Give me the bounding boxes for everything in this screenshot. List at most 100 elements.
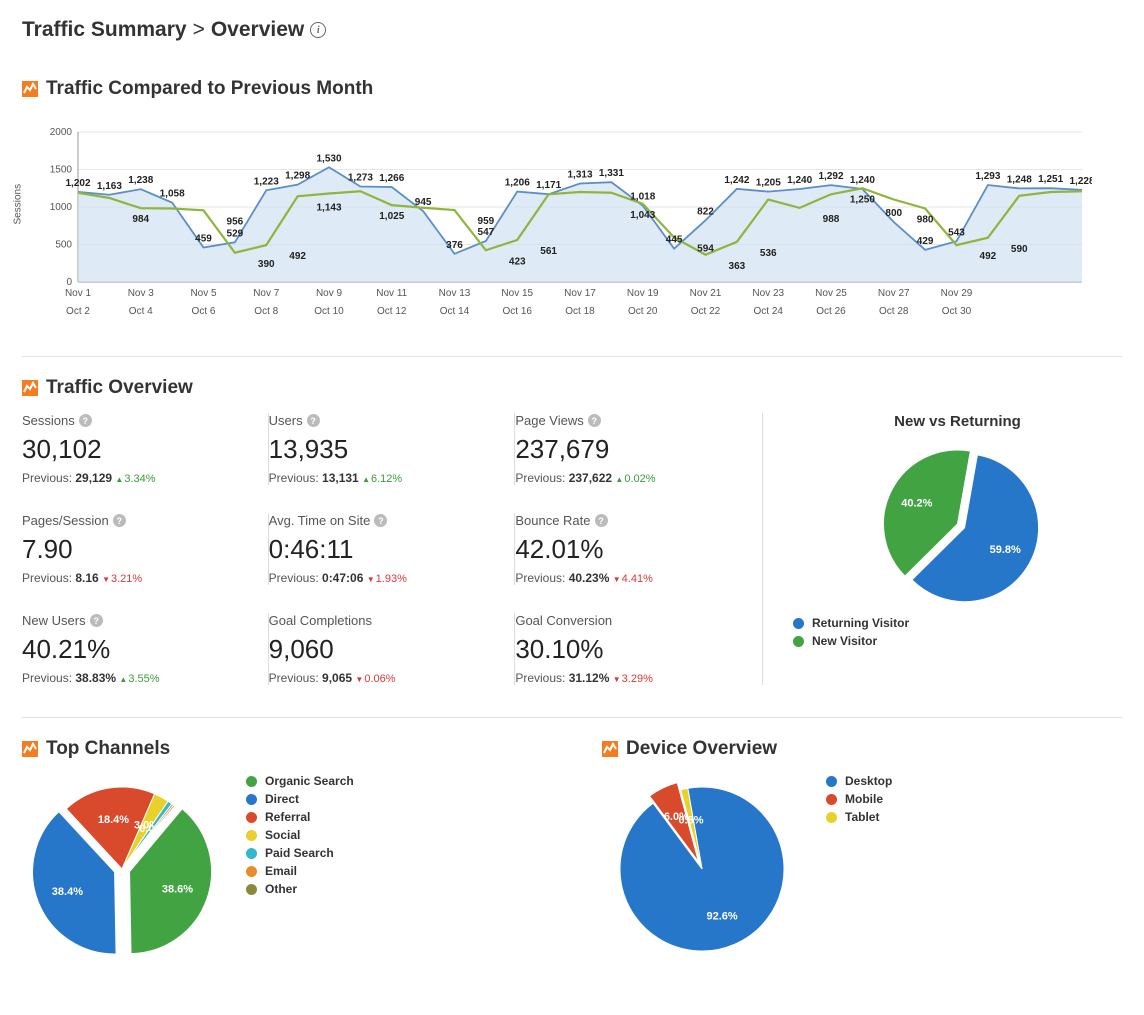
svg-text:980: 980 — [917, 215, 934, 226]
svg-text:Nov 5: Nov 5 — [190, 288, 217, 299]
svg-text:1,043: 1,043 — [630, 210, 655, 221]
metric-goal-completions: Goal Completions9,060Previous: 9,065 0.0… — [269, 613, 516, 685]
legend-label: Mobile — [845, 792, 883, 806]
svg-text:390: 390 — [258, 259, 275, 270]
divider — [22, 717, 1122, 718]
breadcrumb-sep: > — [193, 18, 205, 42]
legend-label: Social — [265, 828, 300, 842]
legend-item: Referral — [246, 810, 354, 824]
svg-text:822: 822 — [697, 206, 714, 217]
svg-text:1000: 1000 — [50, 202, 73, 213]
svg-text:Nov 27: Nov 27 — [878, 288, 910, 299]
section-icon — [22, 741, 38, 757]
help-icon[interactable]: ? — [595, 514, 608, 527]
svg-text:945: 945 — [415, 197, 432, 208]
svg-text:1,205: 1,205 — [756, 178, 781, 189]
legend-item: Paid Search — [246, 846, 354, 860]
legend-swatch — [826, 776, 837, 787]
svg-text:1,273: 1,273 — [348, 173, 373, 184]
help-icon[interactable]: ? — [374, 514, 387, 527]
metric-previous: Previous: 0:47:06 1.93% — [269, 571, 485, 585]
legend-swatch — [246, 830, 257, 841]
section-icon — [22, 81, 38, 97]
svg-text:1,298: 1,298 — [285, 171, 310, 182]
svg-text:1,228: 1,228 — [1069, 176, 1092, 187]
info-icon[interactable]: i — [310, 22, 326, 38]
svg-text:Oct 12: Oct 12 — [377, 306, 407, 317]
legend-item: Email — [246, 864, 354, 878]
svg-text:492: 492 — [289, 251, 306, 262]
svg-text:529: 529 — [227, 228, 244, 239]
svg-text:Oct 16: Oct 16 — [503, 306, 533, 317]
metric-label-text: Bounce Rate — [515, 513, 590, 528]
section-icon — [22, 380, 38, 396]
metric-value: 30,102 — [22, 434, 238, 465]
metric-label: Goal Completions — [269, 613, 485, 628]
compare-chart: Sessions 05001000150020001,2021,1631,238… — [22, 114, 1122, 324]
svg-text:Nov 1: Nov 1 — [65, 288, 92, 299]
legend-swatch — [793, 636, 804, 647]
metrics-grid: Sessions?30,102Previous: 29,129 3.34%Use… — [22, 413, 762, 685]
help-icon[interactable]: ? — [90, 614, 103, 627]
section-channels-title: Top Channels — [22, 738, 542, 760]
svg-text:Nov 25: Nov 25 — [815, 288, 847, 299]
svg-text:1,240: 1,240 — [850, 175, 875, 186]
legend-item: Tablet — [826, 810, 892, 824]
help-icon[interactable]: ? — [588, 414, 601, 427]
svg-text:1,331: 1,331 — [599, 168, 624, 179]
metric-label-text: Sessions — [22, 413, 75, 428]
metric-label: Avg. Time on Site? — [269, 513, 485, 528]
metric-value: 40.21% — [22, 634, 238, 665]
svg-text:376: 376 — [446, 240, 463, 251]
metric-label-text: Pages/Session — [22, 513, 109, 528]
section-compare-title: Traffic Compared to Previous Month — [22, 78, 1122, 100]
metric-previous: Previous: 40.23% 4.41% — [515, 571, 732, 585]
legend-swatch — [793, 618, 804, 629]
svg-text:459: 459 — [195, 234, 212, 245]
legend-swatch — [246, 812, 257, 823]
svg-text:0: 0 — [66, 277, 72, 288]
svg-text:Oct 18: Oct 18 — [565, 306, 595, 317]
svg-text:1,202: 1,202 — [65, 178, 90, 189]
svg-text:1,250: 1,250 — [850, 194, 875, 205]
svg-text:590: 590 — [1011, 244, 1028, 255]
help-icon[interactable]: ? — [307, 414, 320, 427]
metric-previous: Previous: 9,065 0.06% — [269, 671, 485, 685]
section-overview-title: Traffic Overview — [22, 377, 1122, 399]
breadcrumb-part: Traffic Summary — [22, 18, 187, 42]
svg-text:445: 445 — [666, 235, 683, 246]
metric-bounce-rate: Bounce Rate?42.01%Previous: 40.23% 4.41% — [515, 513, 762, 585]
svg-text:Oct 28: Oct 28 — [879, 306, 909, 317]
page-title: Traffic Summary > Overview i — [22, 18, 1122, 42]
metric-label: New Users? — [22, 613, 238, 628]
svg-text:1,206: 1,206 — [505, 178, 530, 189]
divider — [22, 356, 1122, 357]
svg-text:1,530: 1,530 — [316, 153, 341, 164]
svg-text:Oct 26: Oct 26 — [816, 306, 846, 317]
svg-text:Oct 8: Oct 8 — [254, 306, 278, 317]
metric-previous: Previous: 38.83% 3.55% — [22, 671, 238, 685]
svg-text:38.4%: 38.4% — [52, 886, 83, 898]
legend-swatch — [826, 794, 837, 805]
metric-previous: Previous: 237,622 0.02% — [515, 471, 732, 485]
legend-swatch — [246, 884, 257, 895]
metric-new-users: New Users? 40.21% Previous: 38.83% 3.55% — [22, 613, 269, 685]
legend-label: New Visitor — [812, 634, 877, 648]
svg-text:800: 800 — [885, 208, 902, 219]
help-icon[interactable]: ? — [113, 514, 126, 527]
help-icon[interactable]: ? — [79, 414, 92, 427]
metric-page-views: Page Views?237,679Previous: 237,622 0.02… — [515, 413, 762, 485]
legend-swatch — [246, 866, 257, 877]
new-vs-returning-legend: Returning VisitorNew Visitor — [793, 616, 1122, 648]
legend-item: Desktop — [826, 774, 892, 788]
legend-label: Direct — [265, 792, 299, 806]
legend-label: Tablet — [845, 810, 879, 824]
metric-avg-time-on-site: Avg. Time on Site?0:46:11Previous: 0:47:… — [269, 513, 516, 585]
metric-goal-conversion: Goal Conversion30.10%Previous: 31.12% 3.… — [515, 613, 762, 685]
svg-text:38.6%: 38.6% — [162, 884, 193, 896]
svg-text:988: 988 — [823, 214, 840, 225]
svg-text:0.8%: 0.8% — [678, 814, 703, 826]
svg-text:40.2%: 40.2% — [901, 498, 932, 510]
svg-text:1,313: 1,313 — [567, 170, 592, 181]
top-channels-pie: 38.6%38.4%18.4%3.0%0.0% — [22, 774, 222, 964]
